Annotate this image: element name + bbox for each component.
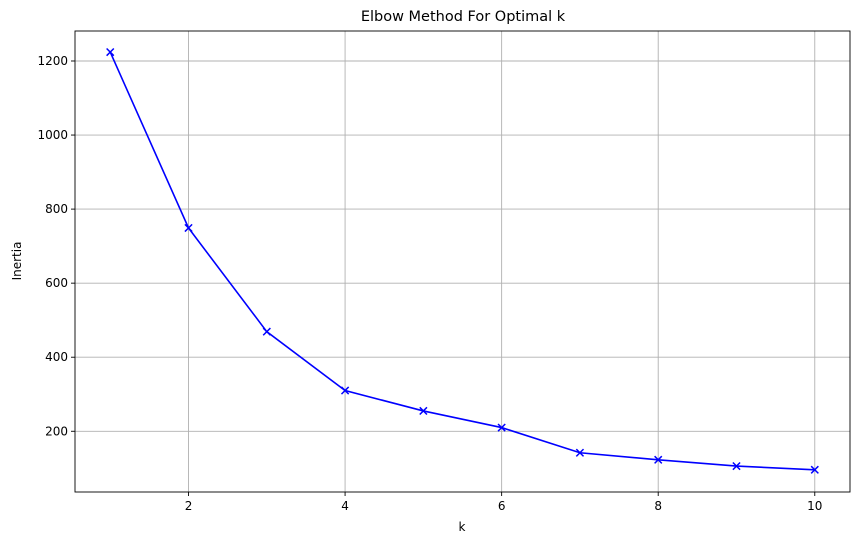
marker-stroke xyxy=(340,386,350,395)
data-point-marker xyxy=(419,406,428,416)
data-point-marker xyxy=(184,223,193,233)
data-point-marker xyxy=(106,47,115,57)
chart-title: Elbow Method For Optimal k xyxy=(361,9,566,25)
grid-lines xyxy=(75,31,850,492)
y-tick-label: 400 xyxy=(45,350,68,364)
series-line xyxy=(109,51,815,471)
marker-stroke xyxy=(732,461,741,471)
marker-stroke xyxy=(419,406,428,416)
x-axis-label: k xyxy=(459,520,466,534)
y-tick-label: 600 xyxy=(45,276,68,290)
data-point-marker xyxy=(262,327,271,336)
x-tick-label: 4 xyxy=(341,499,349,513)
data-point-marker xyxy=(654,455,663,464)
x-tick-label: 2 xyxy=(185,499,193,513)
y-tick-label: 1000 xyxy=(37,128,68,142)
y-tick-label: 1200 xyxy=(37,54,68,68)
marker-stroke xyxy=(497,423,506,432)
marker-stroke xyxy=(106,47,115,57)
marker-stroke xyxy=(262,327,271,336)
x-tick-label: 10 xyxy=(807,499,822,513)
data-point-marker xyxy=(497,423,506,432)
marker-stroke xyxy=(575,448,585,457)
marker-stroke xyxy=(810,465,819,474)
y-axis-label: Inertia xyxy=(10,242,24,281)
series-layer xyxy=(106,47,819,474)
y-tick-label: 800 xyxy=(45,202,68,216)
data-point-marker xyxy=(732,461,741,471)
marker-stroke xyxy=(654,455,663,464)
data-point-marker xyxy=(340,386,350,395)
data-point-marker xyxy=(575,448,585,457)
x-tick-label: 8 xyxy=(654,499,662,513)
marker-stroke xyxy=(184,223,193,233)
plot-frame xyxy=(74,30,851,493)
y-tick-label: 200 xyxy=(45,424,68,438)
data-point-marker xyxy=(810,465,819,474)
x-tick-label: 6 xyxy=(498,499,506,513)
axis-ticks: 2 4 6 8 10 200 400 600 800 1000 1200 xyxy=(37,54,822,513)
